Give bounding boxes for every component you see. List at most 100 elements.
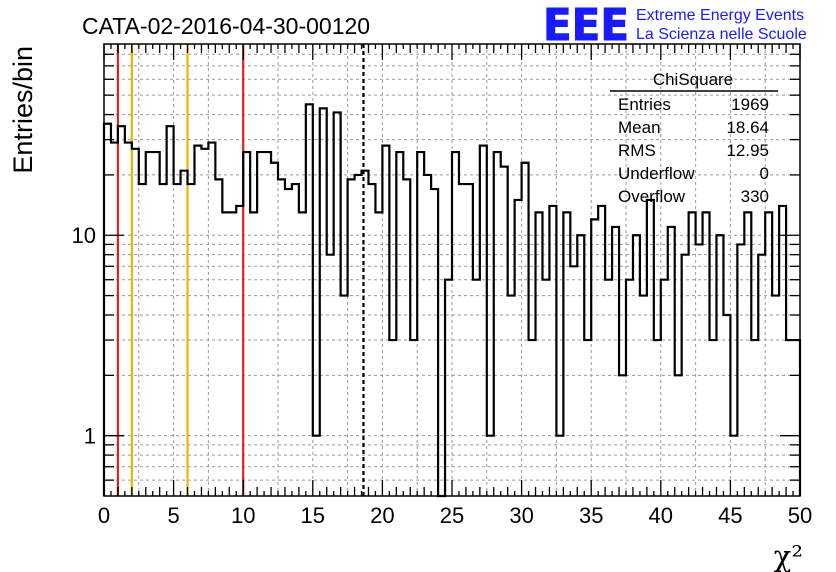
stats-box: ChiSquare Entries 1969 Mean 18.64 RMS 12… [610,70,778,206]
histogram-bin [556,436,563,496]
histogram-bin [118,126,125,496]
histogram-bin [563,212,570,496]
y-axis-label: Entries/bin [8,46,38,174]
histogram-bin [737,244,744,496]
histogram-bin [222,212,229,496]
stats-label-mean: Mean [618,118,661,137]
x-tick-label: 35 [579,503,603,528]
histogram-bin [501,167,508,496]
histogram-bin [591,219,598,496]
histogram-bin [424,175,431,496]
histogram-bin [696,244,703,496]
y-tick-label: 10 [72,223,96,248]
histogram-bin [723,315,730,496]
histogram-bin [751,340,758,496]
histogram-bin [153,152,160,496]
histogram-bin [487,436,494,496]
histogram-bin [306,104,313,496]
stats-value-underflow: 0 [760,164,769,183]
x-tick-label: 50 [788,503,812,528]
histogram-bin [236,206,243,496]
histogram-bin [619,375,626,496]
histogram-bin [285,189,292,496]
histogram-bin [194,146,201,496]
histogram-bin [445,280,452,496]
logo-line-1: Extreme Energy Events [636,7,804,24]
histogram-bin [640,296,647,496]
y-tick-label: 1 [84,424,96,449]
x-tick-label: 10 [231,503,255,528]
stats-value-entries: 1969 [731,95,769,114]
histogram-bin [473,280,480,496]
histogram-bin [647,200,654,496]
histogram-bin [278,179,285,496]
tick-labels: 0 5 10 15 20 25 30 35 40 45 50 1 10 [72,223,813,528]
logo-line-2: La Scienza nelle Scuole [636,26,807,43]
histogram-bin [584,340,591,496]
histogram-bin [689,212,696,496]
histogram-bin [480,146,487,496]
histogram-bin [104,124,111,496]
chart-title: CATA-02-2016-04-30-00120 [82,13,370,39]
histogram-bin [368,184,375,496]
histogram-bin [779,206,786,496]
histogram-bin [515,200,522,496]
histogram-bin [257,152,264,496]
histogram-bin [167,126,174,496]
histogram-bin [466,184,473,496]
histogram-bin [675,375,682,496]
eee-logo: EEE Extreme Energy Events La Scienza nel… [543,0,807,52]
histogram-bin [529,340,536,496]
stats-value-rms: 12.95 [726,141,769,160]
histogram-bin [452,152,459,496]
histogram-bin [703,212,710,496]
histogram-bin [765,212,772,496]
histogram-bin [598,206,605,496]
histogram-bin [522,163,529,496]
histogram-bin [716,235,723,496]
histogram-bin [396,152,403,496]
x-axis-label: χ² [774,539,803,572]
x-tick-label: 0 [98,503,110,528]
histogram-bin [577,235,584,496]
histogram-bin [431,189,438,496]
histogram-bin [410,340,417,496]
histogram-bin [459,184,466,496]
histogram-bin [605,280,612,496]
histogram-bin [188,184,195,496]
stats-value-overflow: 330 [741,187,769,206]
histogram-bin [633,235,640,496]
histogram-bin [536,212,543,496]
histogram-bin [299,212,306,496]
histogram-bin [403,179,410,496]
stats-box-title: ChiSquare [653,70,733,89]
stats-value-mean: 18.64 [726,118,769,137]
x-tick-label: 30 [509,503,533,528]
stats-label-rms: RMS [618,141,656,160]
histogram-bin [508,296,515,496]
histogram-bin [362,171,369,496]
histogram-bin [327,255,334,496]
histogram-bin [292,184,299,496]
histogram-bin [264,152,271,496]
histogram-bin [626,280,633,496]
histogram-bin [758,255,765,496]
histogram-bin [730,436,737,496]
histogram-bin [125,143,132,496]
histogram-bin [494,152,501,496]
histogram-bin [243,152,250,496]
histogram-bin [174,184,181,496]
histogram-bin [341,296,348,496]
axis-ticks [103,44,801,496]
reference-lines [116,44,365,496]
histogram-bin [549,206,556,496]
histogram-bin [772,296,779,496]
histogram-bin [710,340,717,496]
histogram-bin [355,175,362,496]
x-tick-label: 20 [370,503,394,528]
histogram-bin [382,146,389,496]
histogram-bin [181,171,188,496]
histogram-bin [682,255,689,496]
histogram-bin [320,108,327,496]
